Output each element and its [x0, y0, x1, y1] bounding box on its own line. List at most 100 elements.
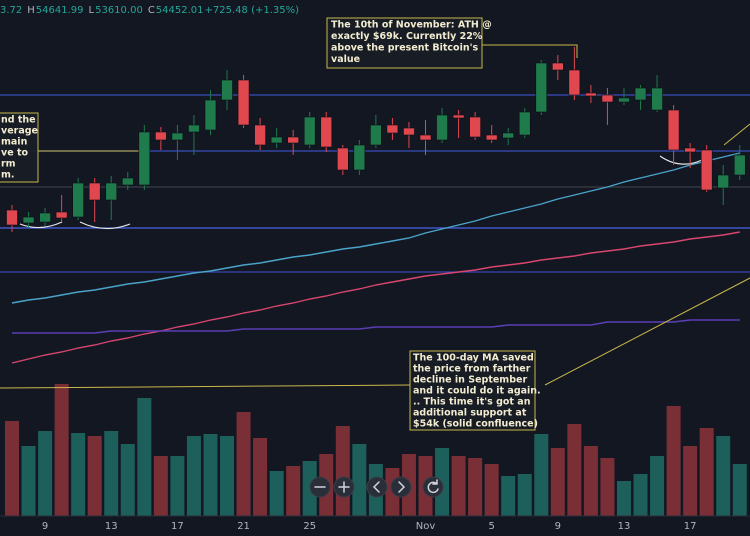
annotation-text: main	[1, 137, 28, 148]
candle-body	[403, 127, 415, 136]
bracket	[659, 155, 703, 165]
x-tick-label: 13	[105, 521, 118, 532]
header-part: L	[89, 5, 95, 16]
x-tick-label: 9	[555, 521, 561, 532]
x-axis: 9 13 17 21 25 Nov 5 9 13 17	[42, 521, 697, 532]
x-tick-label: 17	[171, 521, 184, 532]
volume-bar	[600, 458, 615, 516]
header-part: H	[27, 5, 35, 16]
candle-body	[39, 212, 51, 223]
volume-bar	[186, 436, 201, 516]
volume-bar	[683, 446, 698, 516]
annotation-text: .. This time it's got an	[413, 397, 531, 408]
candle-body	[336, 147, 349, 171]
candle-body	[585, 92, 597, 97]
annotation-text: ve to	[1, 148, 28, 159]
volume-bar	[137, 398, 152, 516]
candle-body	[601, 94, 614, 103]
candle-body	[733, 154, 746, 176]
bracket	[79, 221, 131, 230]
candle-body	[171, 132, 184, 141]
candle-body	[436, 114, 448, 141]
header-part: +725.48 (+1.35%)	[205, 5, 300, 16]
candle-body	[634, 87, 647, 101]
ma-layer	[11, 152, 740, 364]
candle-body	[121, 177, 134, 186]
candle-body	[88, 182, 101, 201]
volume-bar	[451, 456, 466, 516]
annotation-text: decline in September	[413, 375, 527, 386]
annotation-text: verage	[1, 126, 38, 137]
candle-body	[270, 136, 283, 144]
annotation-text: the price from farther	[413, 364, 531, 375]
volume-bar	[550, 448, 565, 516]
x-tick-label: 21	[237, 521, 250, 532]
candle-body	[188, 124, 200, 133]
candle-body	[485, 134, 498, 141]
moving-average	[11, 231, 740, 364]
volume-bar	[253, 438, 268, 516]
volume-bar	[517, 474, 532, 516]
scroll-left-button[interactable]	[366, 476, 388, 498]
connector	[723, 123, 750, 146]
volume-bar	[38, 431, 53, 516]
zoom-in-button[interactable]	[333, 476, 355, 498]
reset-button[interactable]	[422, 476, 444, 498]
x-tick-label: 5	[488, 521, 494, 532]
candle-body	[651, 87, 663, 111]
x-tick-label: 17	[684, 521, 697, 532]
candle-body	[419, 134, 432, 141]
header-part: 3.72	[0, 5, 22, 16]
volume-bar	[220, 436, 235, 516]
ohlc-header: 3.72 H54641.99 L53610.00 C54452.01+725.48 (…	[0, 5, 299, 16]
candle-body	[204, 99, 217, 131]
annotation-text: and it could do it again.	[413, 386, 541, 397]
candle-body	[237, 79, 250, 126]
candle-body	[386, 124, 399, 134]
volume-bar	[203, 434, 218, 516]
volume-bar	[699, 428, 714, 516]
annotation-box	[326, 17, 483, 69]
candle-body	[320, 116, 333, 148]
candle-body	[138, 131, 151, 186]
connector	[482, 44, 578, 58]
moving-average	[12, 319, 740, 334]
volume-bar	[335, 426, 350, 516]
annotation-text: value	[331, 54, 360, 65]
volume-bar	[583, 446, 598, 516]
annotation-text: rm	[1, 159, 16, 170]
volume-bar	[633, 474, 648, 516]
volume-bar	[54, 384, 69, 516]
scroll-right-button[interactable]	[390, 476, 412, 498]
annotation-box	[409, 350, 536, 431]
volume-bar	[616, 481, 631, 516]
candle-body	[618, 97, 630, 103]
annotation-text: The 10th of November: ATH @	[331, 20, 492, 31]
candle-body	[370, 124, 382, 146]
zoom-out-button[interactable]	[309, 476, 331, 498]
candle-body	[105, 182, 118, 201]
x-tick-label: 13	[618, 521, 631, 532]
volume-bar	[236, 412, 251, 516]
volume-bar	[716, 436, 731, 516]
volume-bar	[104, 431, 119, 516]
candle-body	[667, 109, 680, 151]
annotation-text: The 100-day MA saved	[413, 353, 534, 364]
volume-bar	[120, 444, 135, 516]
volume-bar	[468, 458, 483, 516]
candle-body	[254, 124, 266, 146]
annotation-text: above the present Bitcoin's	[331, 43, 478, 54]
connector	[544, 277, 750, 386]
candle-body	[518, 111, 531, 136]
annotation-text: m.	[1, 170, 15, 181]
header-part: 53610.00	[95, 5, 143, 16]
candle-body	[287, 136, 299, 144]
annotation-box	[0, 112, 39, 183]
volume-bar	[286, 466, 301, 516]
x-tick-label: 9	[42, 521, 48, 532]
candle-body	[221, 79, 233, 101]
candle-body	[717, 174, 730, 189]
volume-bar	[170, 456, 185, 516]
annotation-text: nd the	[1, 115, 36, 126]
